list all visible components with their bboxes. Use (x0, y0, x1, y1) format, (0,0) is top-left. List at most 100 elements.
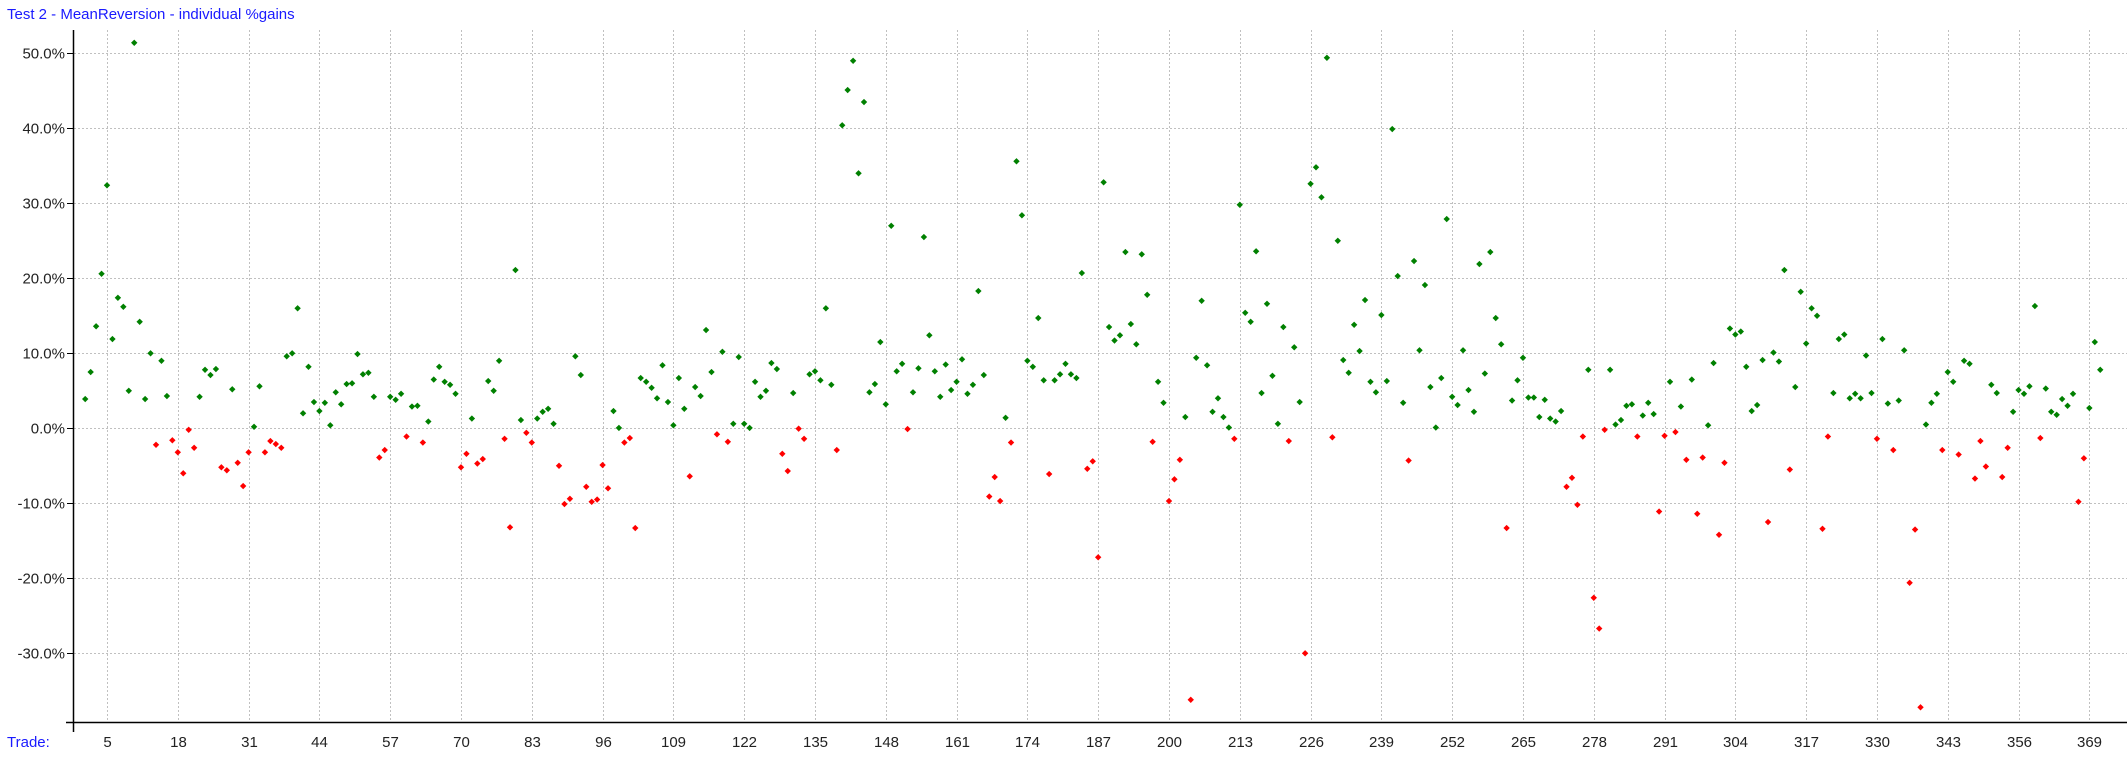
gain-point (294, 305, 301, 312)
gain-point (1585, 366, 1592, 373)
gain-point (1617, 416, 1625, 424)
gain-point (675, 374, 683, 382)
loss-point (1890, 446, 1897, 454)
gain-point (468, 415, 476, 422)
gain-point (839, 122, 846, 129)
gain-point (1737, 328, 1744, 335)
gain-point (1291, 344, 1298, 351)
loss-point (1764, 518, 1772, 526)
gain-point (98, 270, 105, 277)
loss-point (1176, 456, 1184, 463)
gain-point (354, 350, 361, 358)
gain-point (822, 305, 830, 312)
loss-point (1568, 474, 1576, 481)
gain-point (926, 332, 933, 339)
gain-point (871, 380, 879, 388)
loss-point (1699, 454, 1706, 461)
gain-point (1541, 396, 1548, 403)
loss-point (1149, 438, 1156, 445)
loss-point (1171, 476, 1178, 483)
gain-point (817, 377, 824, 384)
x-axis-label: Trade: (7, 734, 50, 751)
gain-point (855, 170, 862, 177)
x-tick-label: 304 (1723, 734, 1748, 751)
gain-point (1530, 394, 1538, 401)
gain-point (1024, 357, 1031, 364)
gain-point (740, 420, 748, 427)
loss-point (1971, 475, 1979, 482)
gain-point (1895, 397, 1902, 404)
gain-point (980, 371, 988, 379)
gain-point (860, 98, 868, 106)
gain-point (1236, 201, 1243, 208)
gain-point (229, 386, 236, 393)
loss-point (599, 461, 606, 469)
y-tick-label: -30.0% (17, 646, 65, 663)
loss-point (686, 473, 693, 480)
gain-point (1105, 323, 1113, 331)
gain-point (1307, 180, 1314, 187)
gain-point (212, 365, 220, 373)
gain-point (789, 389, 797, 397)
gain-point (1198, 297, 1205, 304)
gain-point (1770, 349, 1777, 356)
loss-point (278, 444, 285, 451)
loss-point (1503, 524, 1510, 532)
gain-point (359, 371, 367, 378)
gain-point (1879, 335, 1886, 343)
x-tick-label: 122 (732, 734, 757, 751)
gain-point (1410, 257, 1418, 265)
loss-point (904, 425, 911, 433)
loss-point (1596, 625, 1603, 632)
loss-point (800, 435, 808, 442)
loss-point (1089, 458, 1096, 465)
loss-point (1084, 465, 1091, 472)
loss-point (218, 464, 225, 471)
x-tick-label: 239 (1369, 734, 1394, 751)
gain-point (1884, 400, 1892, 407)
gain-point (1018, 212, 1026, 219)
gain-point (1193, 354, 1200, 361)
loss-point (1601, 426, 1608, 433)
loss-point (190, 444, 198, 451)
gain-point (82, 395, 89, 403)
x-tick-label: 31 (241, 734, 258, 751)
x-tick-label: 369 (2077, 734, 2102, 751)
gain-point (2091, 338, 2098, 346)
gain-point (1040, 377, 1047, 384)
loss-point (593, 496, 601, 503)
data-points (82, 39, 2104, 711)
loss-point (479, 455, 486, 463)
loss-point (185, 426, 192, 433)
loss-point (1683, 456, 1690, 463)
gain-point (1367, 378, 1374, 385)
gain-point (109, 335, 116, 343)
gain-point (773, 365, 781, 373)
gain-point (975, 287, 982, 295)
loss-point (1574, 501, 1581, 508)
gain-point (1067, 371, 1075, 378)
loss-point (506, 524, 514, 531)
gain-point (1514, 377, 1521, 384)
gain-point (1263, 300, 1271, 307)
x-tick-label: 57 (382, 734, 399, 751)
gain-point (1078, 269, 1086, 277)
gain-point (1127, 320, 1135, 328)
gain-point (719, 348, 726, 355)
gain-point (1454, 401, 1461, 409)
x-tick-label: 356 (2007, 734, 2032, 751)
gain-point (637, 374, 644, 382)
gain-point (1993, 389, 2000, 397)
x-tick-label: 291 (1653, 734, 1678, 751)
gain-point (1389, 125, 1396, 133)
gain-point (1214, 395, 1222, 402)
loss-point (528, 439, 535, 446)
gain-point (2020, 390, 2028, 397)
gain-point (1312, 164, 1320, 171)
loss-point (152, 441, 160, 448)
gain-point (299, 410, 307, 417)
gain-point (2097, 366, 2104, 373)
gain-point (1323, 54, 1331, 61)
gain-point (697, 392, 704, 400)
